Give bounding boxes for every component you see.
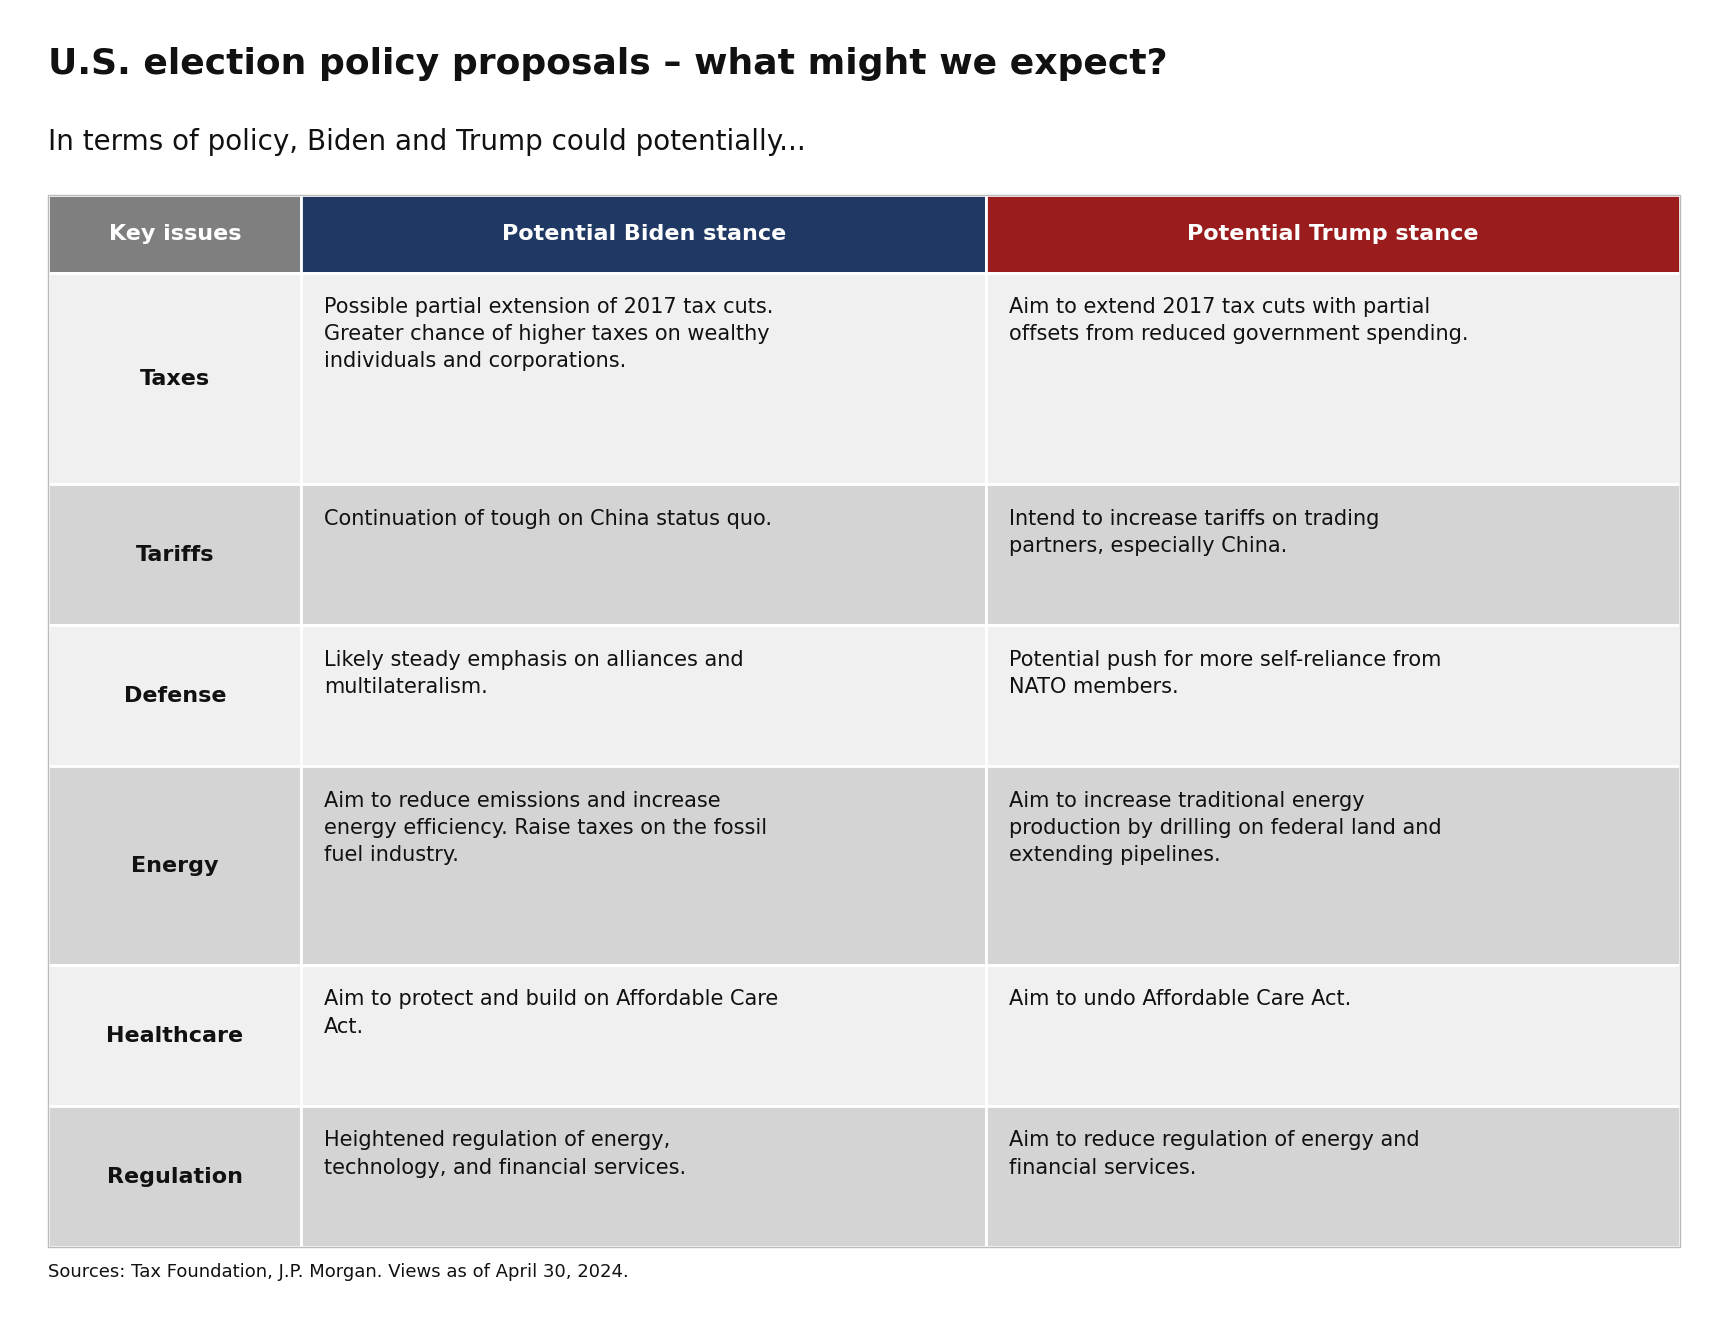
Text: Taxes: Taxes (140, 368, 209, 388)
Bar (987, 625, 1680, 766)
Text: Aim to undo Affordable Care Act.: Aim to undo Affordable Care Act. (1009, 989, 1351, 1009)
Bar (48, 625, 301, 766)
Text: Energy: Energy (131, 856, 218, 876)
Text: Aim to reduce regulation of energy and
financial services.: Aim to reduce regulation of energy and f… (1009, 1130, 1419, 1177)
Bar (48, 195, 1680, 1247)
Text: Likely steady emphasis on alliances and
multilateralism.: Likely steady emphasis on alliances and … (323, 649, 743, 696)
Bar (48, 766, 301, 965)
Bar (301, 195, 987, 273)
Text: Sources: Tax Foundation, J.P. Morgan. Views as of April 30, 2024.: Sources: Tax Foundation, J.P. Morgan. Vi… (48, 1263, 629, 1281)
Bar (987, 273, 1680, 484)
Bar (301, 766, 987, 965)
Text: In terms of policy, Biden and Trump could potentially...: In terms of policy, Biden and Trump coul… (48, 128, 807, 156)
Bar (48, 273, 301, 484)
Text: Aim to reduce emissions and increase
energy efficiency. Raise taxes on the fossi: Aim to reduce emissions and increase ene… (323, 790, 767, 866)
Text: Potential Biden stance: Potential Biden stance (501, 224, 786, 243)
Bar (987, 1106, 1680, 1247)
Bar (48, 484, 301, 625)
Text: Aim to increase traditional energy
production by drilling on federal land and
ex: Aim to increase traditional energy produ… (1009, 790, 1441, 866)
Bar (301, 625, 987, 766)
Bar (987, 766, 1680, 965)
Text: Possible partial extension of 2017 tax cuts.
Greater chance of higher taxes on w: Possible partial extension of 2017 tax c… (323, 297, 772, 371)
Bar (301, 484, 987, 625)
Bar (301, 965, 987, 1106)
Bar (987, 965, 1680, 1106)
Text: Potential Trump stance: Potential Trump stance (1187, 224, 1479, 243)
Text: Intend to increase tariffs on trading
partners, especially China.: Intend to increase tariffs on trading pa… (1009, 508, 1379, 556)
Text: Aim to extend 2017 tax cuts with partial
offsets from reduced government spendin: Aim to extend 2017 tax cuts with partial… (1009, 297, 1469, 344)
Text: Potential push for more self-reliance from
NATO members.: Potential push for more self-reliance fr… (1009, 649, 1441, 696)
Bar (301, 1106, 987, 1247)
Bar (48, 965, 301, 1106)
Bar (301, 273, 987, 484)
Text: Healthcare: Healthcare (105, 1025, 244, 1046)
Text: Heightened regulation of energy,
technology, and financial services.: Heightened regulation of energy, technol… (323, 1130, 686, 1177)
Text: Aim to protect and build on Affordable Care
Act.: Aim to protect and build on Affordable C… (323, 989, 778, 1036)
Text: Key issues: Key issues (109, 224, 240, 243)
Text: Tariffs: Tariffs (135, 544, 214, 564)
Text: Regulation: Regulation (107, 1167, 244, 1187)
Text: Defense: Defense (124, 685, 226, 706)
Bar (48, 1106, 301, 1247)
Bar (987, 195, 1680, 273)
Text: U.S. election policy proposals – what might we expect?: U.S. election policy proposals – what mi… (48, 47, 1168, 81)
Bar (987, 484, 1680, 625)
Text: Continuation of tough on China status quo.: Continuation of tough on China status qu… (323, 508, 772, 528)
Bar (48, 195, 301, 273)
